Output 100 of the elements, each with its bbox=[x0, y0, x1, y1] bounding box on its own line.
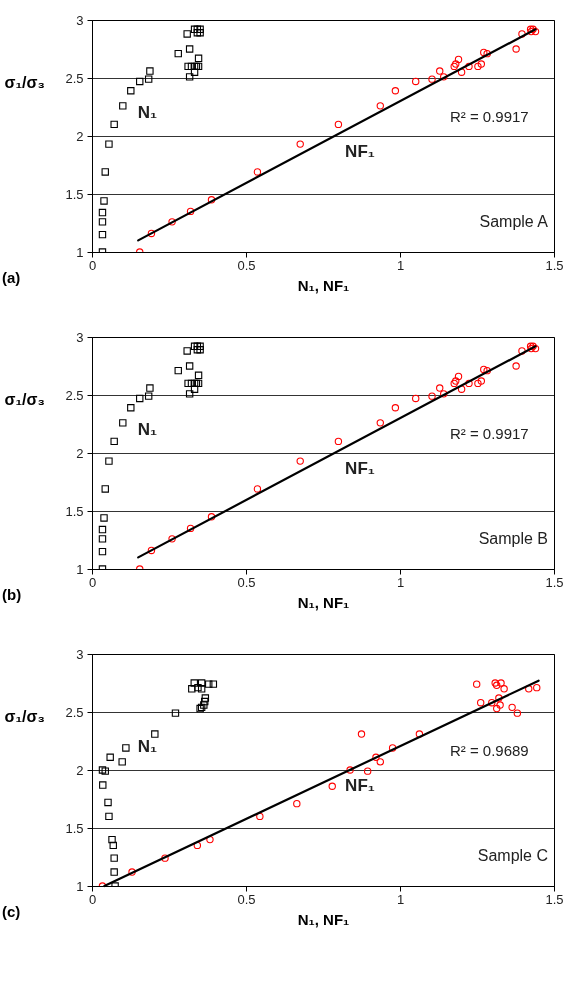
x-axis-title: N₁, NF₁ bbox=[297, 593, 350, 611]
point bbox=[440, 73, 448, 81]
point bbox=[201, 697, 209, 706]
point bbox=[483, 49, 491, 58]
point bbox=[452, 60, 460, 68]
point bbox=[500, 685, 508, 693]
point bbox=[147, 546, 156, 555]
point bbox=[118, 758, 126, 766]
point bbox=[253, 485, 262, 493]
point bbox=[98, 218, 107, 226]
point bbox=[185, 362, 194, 370]
y-tick-label: 2.5 bbox=[65, 70, 84, 86]
y-tick-label: 2 bbox=[76, 762, 84, 778]
point bbox=[193, 29, 202, 37]
point bbox=[200, 701, 208, 709]
point bbox=[196, 346, 204, 354]
point bbox=[100, 514, 108, 522]
point bbox=[457, 385, 466, 393]
point bbox=[497, 679, 505, 687]
point bbox=[196, 342, 204, 350]
point bbox=[450, 379, 458, 388]
x-axis-title: N₁, NF₁ bbox=[297, 276, 350, 294]
annotation: R² = 0.9917 bbox=[449, 108, 529, 126]
point bbox=[529, 25, 537, 33]
point bbox=[205, 680, 213, 688]
point bbox=[207, 196, 216, 204]
y-axis-title: σ₁/σ₃ bbox=[4, 73, 45, 91]
point bbox=[168, 535, 176, 543]
point bbox=[127, 404, 135, 412]
point bbox=[527, 27, 535, 36]
x-axis-title: N₁, NF₁ bbox=[297, 910, 350, 928]
point bbox=[440, 390, 448, 398]
point bbox=[480, 365, 488, 374]
point bbox=[296, 457, 304, 465]
point bbox=[196, 29, 204, 37]
point bbox=[146, 67, 154, 75]
text: (a) bbox=[2, 269, 21, 286]
point bbox=[174, 366, 182, 375]
annotation: R² = 0.9689 bbox=[449, 742, 529, 760]
point bbox=[109, 841, 117, 850]
point bbox=[376, 102, 384, 110]
annotation: Sample B bbox=[478, 529, 548, 547]
point bbox=[101, 168, 109, 176]
point bbox=[529, 342, 537, 350]
point bbox=[512, 362, 520, 370]
point bbox=[174, 49, 182, 58]
y-tick-label: 2.5 bbox=[65, 704, 84, 720]
point bbox=[388, 744, 397, 752]
point bbox=[197, 685, 206, 693]
point bbox=[293, 799, 301, 808]
x-tick-label: 0 bbox=[88, 891, 97, 907]
point bbox=[161, 854, 169, 862]
point bbox=[119, 102, 127, 110]
point bbox=[525, 685, 533, 693]
y-tick-label: 2 bbox=[76, 128, 84, 144]
point bbox=[206, 835, 214, 844]
point bbox=[491, 679, 499, 687]
point bbox=[428, 75, 436, 83]
y-axis-title: σ₁/σ₃ bbox=[4, 390, 45, 408]
point bbox=[518, 30, 526, 38]
point bbox=[197, 679, 206, 687]
point bbox=[147, 229, 156, 238]
point bbox=[193, 346, 202, 354]
point bbox=[328, 782, 336, 790]
point bbox=[105, 812, 113, 821]
y-tick-label: 1 bbox=[76, 561, 84, 577]
point bbox=[436, 384, 444, 392]
point bbox=[480, 48, 488, 57]
point bbox=[436, 67, 444, 75]
point bbox=[527, 344, 535, 353]
x-tick-label: 1 bbox=[396, 574, 405, 590]
annotation: NF₁ bbox=[345, 776, 375, 796]
point bbox=[454, 372, 463, 381]
point bbox=[496, 701, 504, 709]
x-tick-label: 0.5 bbox=[237, 891, 256, 907]
point bbox=[183, 30, 191, 38]
point bbox=[190, 342, 199, 350]
point bbox=[136, 77, 144, 86]
point bbox=[185, 45, 194, 53]
y-tick-label: 1.5 bbox=[65, 186, 84, 202]
point bbox=[363, 767, 372, 775]
point bbox=[193, 342, 202, 350]
point bbox=[185, 390, 194, 398]
x-tick-label: 0 bbox=[88, 574, 97, 590]
point bbox=[119, 419, 127, 427]
point bbox=[450, 62, 458, 71]
point bbox=[146, 384, 154, 392]
point bbox=[144, 75, 153, 83]
annotation: N₁ bbox=[137, 419, 158, 439]
point bbox=[168, 218, 176, 226]
point bbox=[207, 513, 216, 521]
y-tick-label: 3 bbox=[76, 12, 84, 28]
point bbox=[465, 62, 473, 71]
point bbox=[190, 679, 198, 687]
annotation: NF₁ bbox=[345, 459, 375, 479]
point bbox=[127, 87, 135, 95]
annotation: Sample C bbox=[477, 846, 548, 864]
point bbox=[474, 379, 482, 388]
point bbox=[186, 207, 195, 216]
point bbox=[483, 366, 491, 375]
